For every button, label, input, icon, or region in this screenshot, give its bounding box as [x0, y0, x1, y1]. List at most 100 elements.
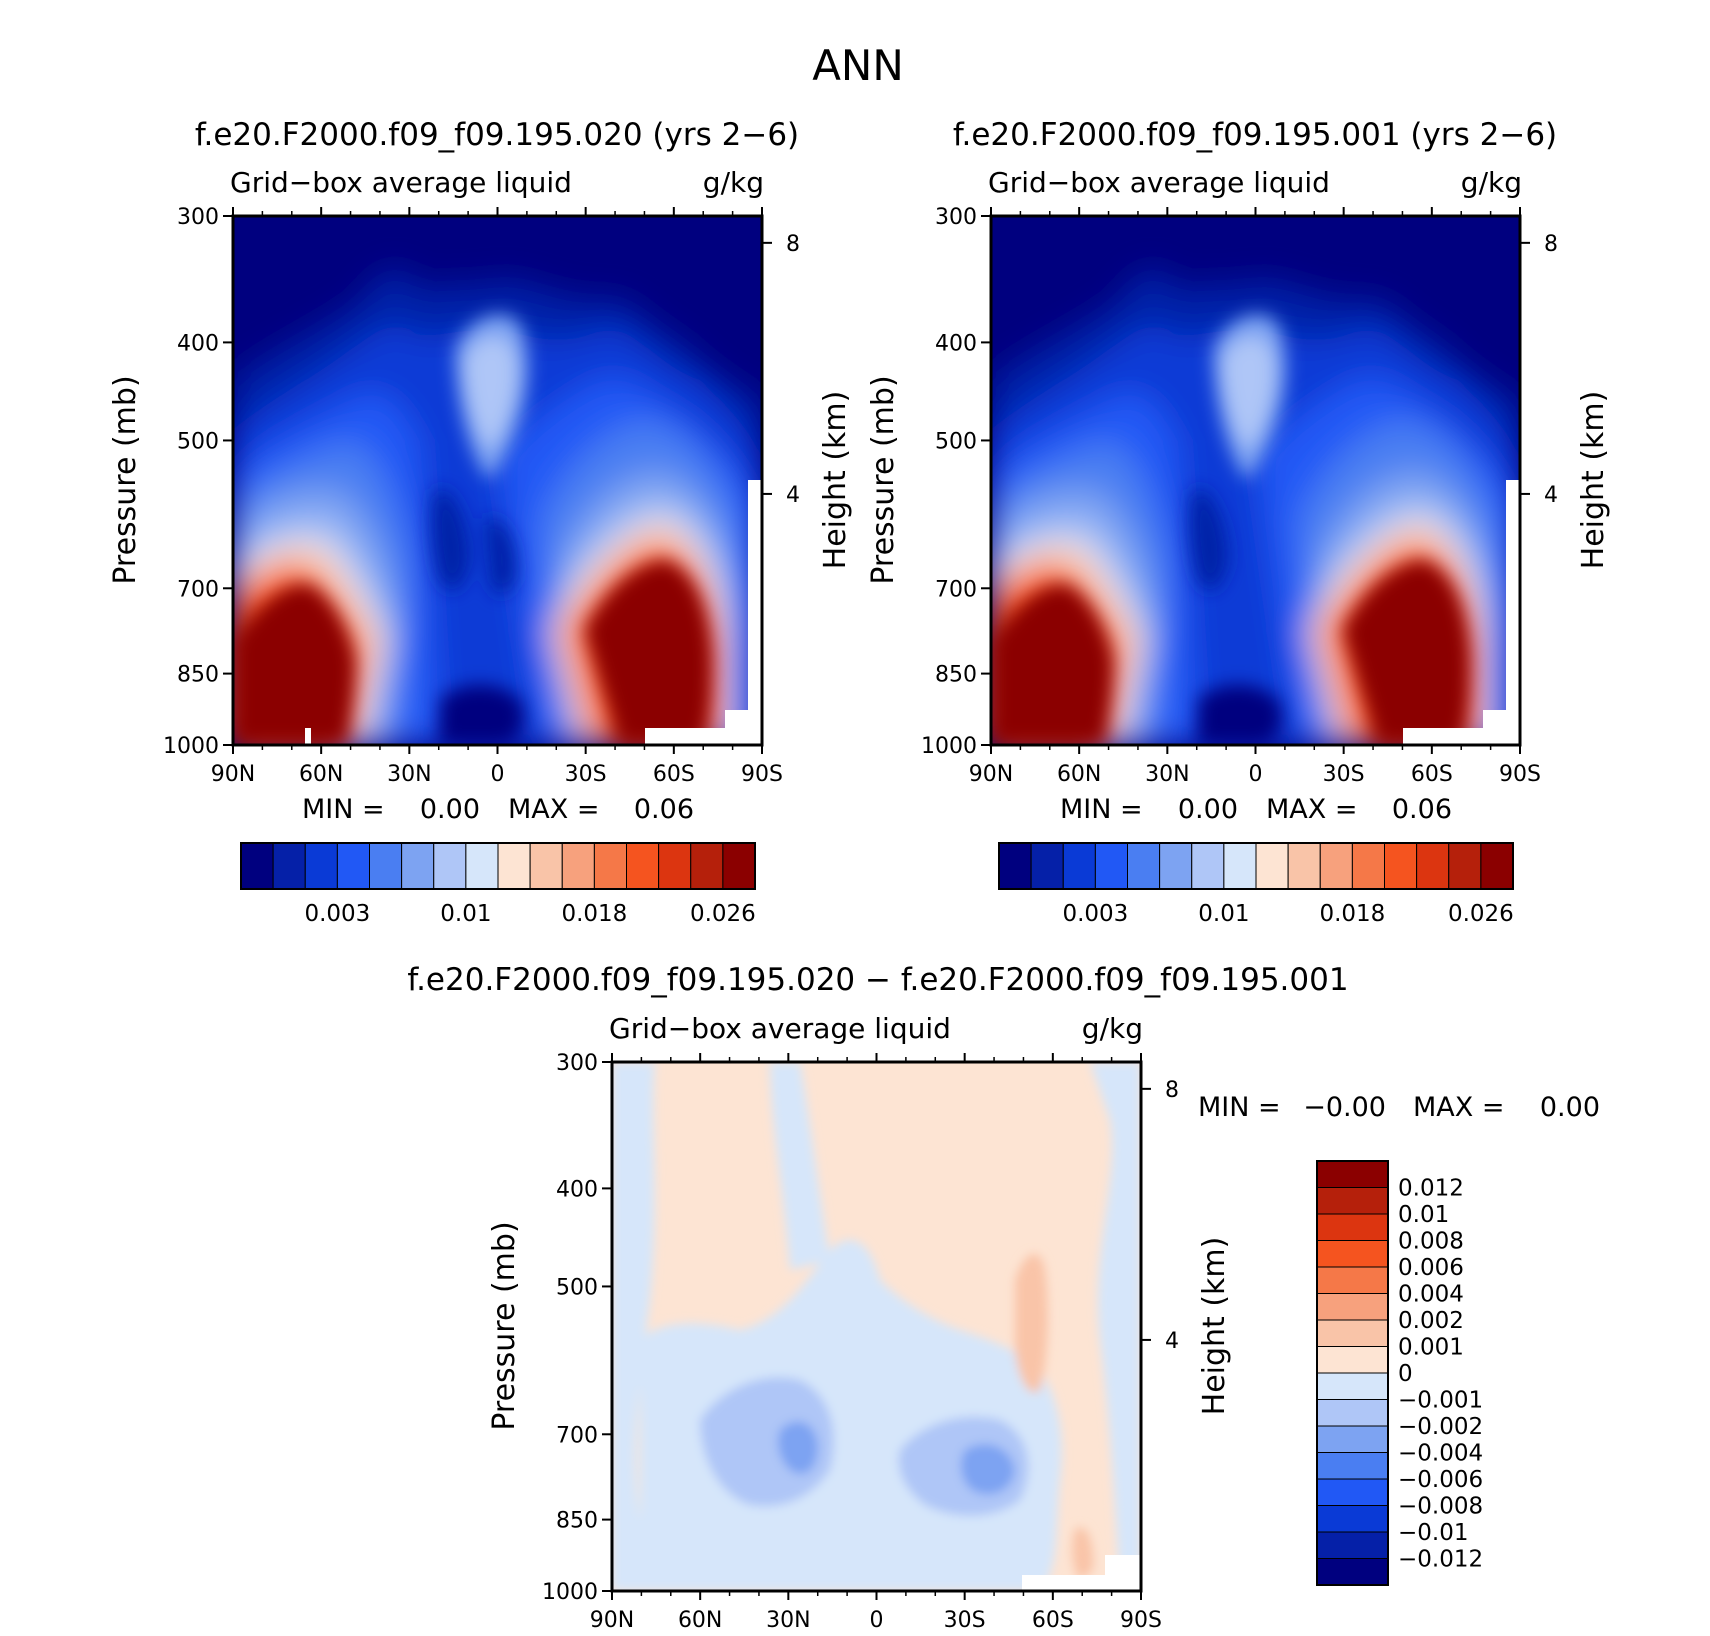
panel-left-min-label: MIN =	[302, 794, 385, 825]
y-right-tick-label: 8	[1544, 232, 1558, 257]
y-tick-label: 850	[556, 1509, 598, 1534]
colorbar-swatch	[1351, 842, 1385, 890]
colorbar-swatch	[1316, 1531, 1389, 1559]
field-band	[770, 1062, 830, 1270]
panel-right-max-label: MAX =	[1266, 794, 1357, 825]
panel-left-subtitle-right: g/kg	[703, 166, 764, 199]
colorbar-label: −0.012	[1398, 1547, 1483, 1573]
colorbar-swatch	[1030, 842, 1064, 890]
colorbar-swatch	[1316, 1319, 1389, 1347]
colorbar-label: −0.01	[1398, 1520, 1468, 1546]
y-tick-label: 500	[556, 1275, 598, 1300]
panel-left-field	[233, 216, 762, 745]
colorbar-swatch	[304, 842, 338, 890]
x-tick-label: 30N	[1145, 762, 1189, 787]
colorbar-swatch	[1316, 1187, 1389, 1215]
colorbar-swatch	[272, 842, 306, 890]
colorbar-swatch	[1316, 1266, 1389, 1294]
colorbar-frame	[998, 842, 1514, 890]
colorbar-label: 0.006	[1398, 1255, 1464, 1281]
colorbar-label: 0.018	[1319, 901, 1385, 927]
panel-right-colorbar: 0.003 0.01 0.018 0.026	[998, 842, 1514, 927]
colorbar-swatch	[1316, 1558, 1389, 1586]
colorbar-swatch	[593, 842, 627, 890]
y-right-tick-label: 4	[1544, 483, 1558, 508]
colorbar-swatch	[369, 842, 403, 890]
panel-diff-colorbar: 0.0120.010.0080.0060.0040.0020.0010−0.00…	[1316, 1160, 1483, 1586]
colorbar-swatch	[1416, 842, 1450, 890]
missing-data	[1022, 1575, 1117, 1591]
colorbar-label: 0.003	[1062, 901, 1128, 927]
panel-left-title: f.e20.F2000.f09_f09.195.020 (yrs 2−6)	[195, 117, 799, 153]
colorbar-label: −0.004	[1398, 1441, 1483, 1467]
x-tick-label: 60N	[299, 762, 343, 787]
x-tick-label: 60S	[1411, 762, 1453, 787]
panel-left-subtitle-left: Grid−box average liquid	[230, 166, 572, 199]
colorbar-swatch	[998, 842, 1032, 890]
panel-diff-title: f.e20.F2000.f09_f09.195.020 − f.e20.F200…	[407, 962, 1348, 998]
field-band	[485, 518, 516, 595]
panel-right-max-value: 0.06	[1392, 794, 1452, 825]
missing-data	[748, 480, 762, 745]
colorbar-label: −0.002	[1398, 1414, 1483, 1440]
colorbar-label: 0.01	[1198, 901, 1249, 927]
y-tick-label: 400	[935, 331, 977, 356]
y-right-tick-label: 8	[786, 232, 800, 257]
colorbar-label: 0.008	[1398, 1229, 1464, 1255]
panel-right-min-label: MIN =	[1060, 794, 1143, 825]
colorbar-swatch	[1448, 842, 1482, 890]
colorbar-swatch	[1316, 1160, 1389, 1188]
y-tick-label: 850	[177, 663, 219, 688]
panel-diff-subtitle-left: Grid−box average liquid	[609, 1012, 951, 1045]
colorbar-label: 0	[1398, 1361, 1413, 1387]
colorbar-swatch	[1316, 1425, 1389, 1453]
missing-data	[1105, 1555, 1141, 1591]
x-tick-label: 60S	[1032, 1608, 1074, 1633]
x-tick-label: 30S	[944, 1608, 986, 1633]
colorbar-label: 0.003	[304, 901, 370, 927]
field-band	[465, 337, 516, 450]
colorbar-swatch	[336, 842, 370, 890]
colorbar-swatch	[1255, 842, 1289, 890]
x-tick-label: 30S	[1323, 762, 1365, 787]
panel-left-ylabel: Pressure (mb)	[108, 375, 143, 584]
y-tick-label: 400	[177, 331, 219, 356]
panel-diff-max-label: MAX =	[1413, 1092, 1504, 1123]
colorbar-swatch	[658, 842, 692, 890]
x-tick-label: 90S	[741, 762, 783, 787]
colorbar-label: −0.008	[1398, 1494, 1483, 1520]
y-tick-label: 700	[556, 1423, 598, 1448]
field-core-bands	[991, 314, 1470, 745]
y-tick-label: 1000	[921, 734, 977, 759]
colorbar-label: 0.012	[1398, 1176, 1464, 1202]
field-band	[1189, 488, 1228, 591]
colorbar-label: 0.001	[1398, 1335, 1464, 1361]
field-band	[233, 584, 355, 745]
colorbar-swatch	[561, 842, 595, 890]
x-tick-label: 30N	[387, 762, 431, 787]
field-core-bands	[233, 314, 712, 745]
panel-right-min-value: 0.00	[1178, 794, 1238, 825]
colorbar-label: 0.01	[440, 901, 491, 927]
x-tick-label: 90N	[969, 762, 1013, 787]
x-tick-label: 90N	[590, 1608, 634, 1633]
y-tick-label: 400	[556, 1177, 598, 1202]
panel-diff-min-label: MIN =	[1198, 1092, 1281, 1123]
colorbar-swatch	[722, 842, 756, 890]
colorbar-swatch	[690, 842, 724, 890]
y-tick-label: 700	[935, 577, 977, 602]
colorbar-swatch	[433, 842, 467, 890]
panel-diff-field	[612, 1062, 1141, 1591]
panel-left-ylabel-right: Height (km)	[818, 391, 853, 570]
colorbar-swatch	[529, 842, 563, 890]
colorbar-swatch	[626, 842, 660, 890]
x-tick-label: 0	[1249, 762, 1263, 787]
field-band	[1072, 1527, 1094, 1580]
panel-right-ylabel: Pressure (mb)	[866, 375, 901, 584]
y-right-tick-label: 4	[1165, 1329, 1179, 1354]
x-tick-label: 30N	[766, 1608, 810, 1633]
x-tick-label: 90S	[1499, 762, 1541, 787]
colorbar-label: 0.01	[1398, 1202, 1449, 1228]
colorbar-swatch	[1316, 1372, 1389, 1400]
missing-data	[1506, 480, 1520, 745]
